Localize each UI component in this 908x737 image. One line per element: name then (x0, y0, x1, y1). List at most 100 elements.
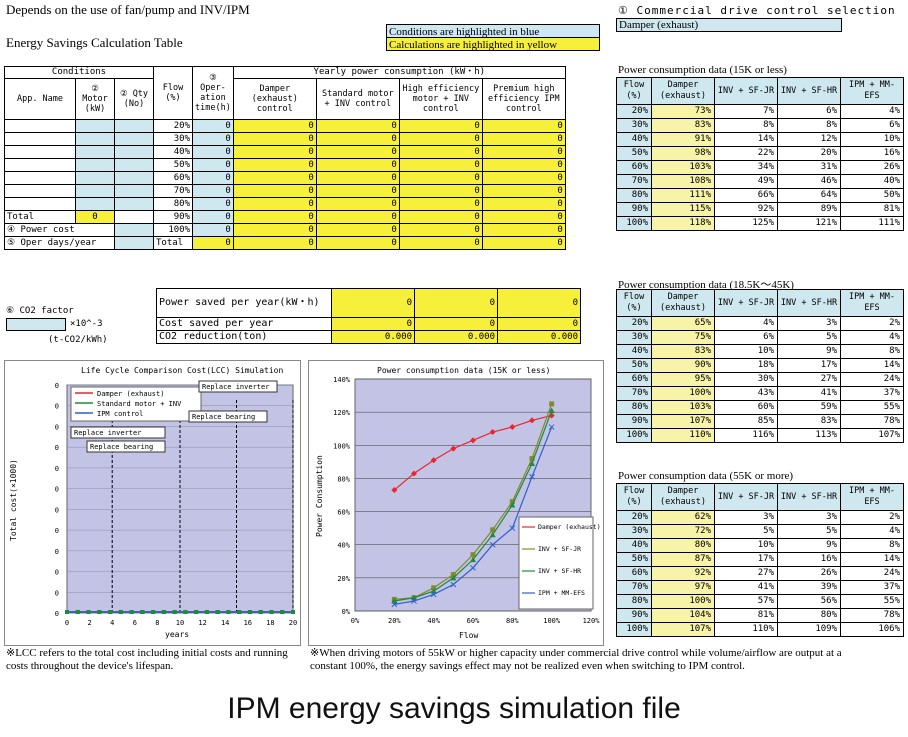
calc-cell: 0 (481, 184, 566, 198)
calc-cell: 0 (232, 171, 317, 185)
power-point (509, 525, 516, 531)
pc-cell: 26% (840, 160, 904, 175)
motor-input[interactable] (75, 197, 115, 211)
app-name-input[interactable] (4, 132, 76, 146)
lcc-point (75, 610, 80, 614)
power-xtick: 60% (467, 617, 480, 625)
qty-input[interactable] (114, 158, 154, 172)
drive-control-select[interactable]: Damper (exhaust) (616, 18, 842, 32)
oper-time-input[interactable]: 0 (192, 184, 234, 198)
pc-col-header: INV + SF-HR (777, 483, 841, 511)
qty-input[interactable] (114, 132, 154, 146)
pc-cell: 80% (616, 594, 652, 609)
co2-factor-input[interactable] (6, 318, 66, 331)
oper-time-input[interactable]: 0 (192, 145, 234, 159)
pc-cell: 100% (616, 622, 652, 637)
oper-time-input[interactable]: 0 (192, 171, 234, 185)
oper-time-input[interactable]: 0 (192, 119, 234, 133)
table-row: 40% 83% 10% 9% 8% (616, 344, 904, 359)
app-name-header: App. Name (4, 78, 76, 120)
motor-input[interactable] (75, 158, 115, 172)
calc-cell: 0 (481, 132, 566, 146)
power-ytick: 80% (337, 475, 350, 483)
power-point (548, 407, 555, 413)
power-point (470, 437, 476, 444)
qty-input[interactable] (114, 197, 154, 211)
power-ytick: 120% (333, 409, 351, 417)
oper-time-input[interactable]: 0 (192, 132, 234, 146)
power-point (391, 487, 398, 494)
power-point (529, 456, 535, 462)
motor-input[interactable] (75, 119, 115, 133)
lcc-annotation: Replace inverter (74, 429, 141, 437)
oper-time-input[interactable]: 0 (192, 210, 234, 224)
pc-cell: 6% (840, 118, 904, 133)
app-name-input[interactable] (4, 119, 76, 133)
motor-input[interactable] (75, 145, 115, 159)
power-cost-input[interactable] (114, 223, 154, 237)
pc-cell: 70% (616, 386, 652, 401)
pc-cell: 64% (777, 188, 841, 203)
app-name-input[interactable] (4, 197, 76, 211)
table-row: 100% 110% 116% 113% 107% (616, 428, 904, 443)
total-cell: 0 (315, 236, 400, 250)
qty-input[interactable] (114, 145, 154, 159)
motor-input[interactable] (75, 184, 115, 198)
saving-cell: 0 (414, 317, 498, 331)
oper-days-input[interactable] (114, 236, 154, 250)
table-row: 60% 92% 27% 26% 24% (616, 566, 904, 581)
oper-time-input[interactable]: 0 (192, 223, 234, 237)
pc-col-header: INV + SF-HR (777, 77, 841, 105)
app-name-input[interactable] (4, 171, 76, 185)
calc-cell: 0 (232, 197, 317, 211)
table-row: 20% 62% 3% 3% 2% (616, 510, 904, 525)
oper-time-input[interactable]: 0 (192, 197, 234, 211)
pc-col-header: Flow (%) (616, 77, 652, 105)
qty-input[interactable] (114, 171, 154, 185)
co2-unit2: (t-CO2/kWh) (48, 335, 108, 345)
pc-cell: 14% (714, 132, 778, 147)
lcc-point (280, 610, 285, 614)
power-xtick: 40% (427, 617, 440, 625)
saving-cell: 0.000 (497, 330, 581, 344)
qty-header: ② Qty (No) (114, 78, 154, 120)
pc-col-header: INV + SF-JR (714, 289, 778, 317)
table-title: Energy Savings Calculation Table (6, 35, 183, 50)
motor-input[interactable] (75, 171, 115, 185)
calc-cell: 0 (232, 210, 317, 224)
flow-cell: 50% (153, 158, 193, 172)
pc-cell: 27% (714, 566, 778, 581)
qty-input[interactable] (114, 184, 154, 198)
pc-cell: 118% (651, 216, 715, 231)
power-point (391, 601, 398, 608)
pc-cell: 5% (777, 524, 841, 539)
saving-cell: 0.000 (331, 330, 415, 344)
pc-cell: 60% (616, 160, 652, 175)
pc-cell: 90% (616, 608, 652, 623)
power-legend-label: INV + SF-HR (538, 567, 581, 575)
lcc-legend-label: Damper (exhaust) (97, 390, 164, 398)
total-cell: 0 (192, 236, 234, 250)
power-point (470, 556, 476, 563)
app-name-input[interactable] (4, 184, 76, 198)
note-55kw: ※When driving motors of 55kW or higher c… (310, 647, 842, 672)
pc-cell: 37% (840, 580, 904, 595)
pc-cell: 81% (840, 202, 904, 217)
qty-input[interactable] (114, 119, 154, 133)
flow-cell: 30% (153, 132, 193, 146)
savings-table: Power saved per year(kW・h) 0 0 0 Cost sa… (156, 288, 581, 344)
table-row: 20% 73% 7% 6% 4% (616, 104, 904, 119)
pc-cell: 121% (777, 216, 841, 231)
pc-table: Flow (%) Damper (exhaust) INV + SF-JR INV +… (616, 483, 904, 637)
oper-time-input[interactable]: 0 (192, 158, 234, 172)
lcc-point (140, 610, 145, 614)
pc-cell: 50% (616, 358, 652, 373)
pc-cell: 78% (840, 414, 904, 429)
motor-input[interactable] (75, 132, 115, 146)
app-name-input[interactable] (4, 145, 76, 159)
pc-table-title: Power consumption data (18.5K～45K) (618, 279, 794, 291)
pc-cell: 60% (616, 566, 652, 581)
app-name-input[interactable] (4, 158, 76, 172)
saving-cell: 0 (497, 288, 581, 318)
table-row: 90% 107% 85% 83% 78% (616, 414, 904, 429)
